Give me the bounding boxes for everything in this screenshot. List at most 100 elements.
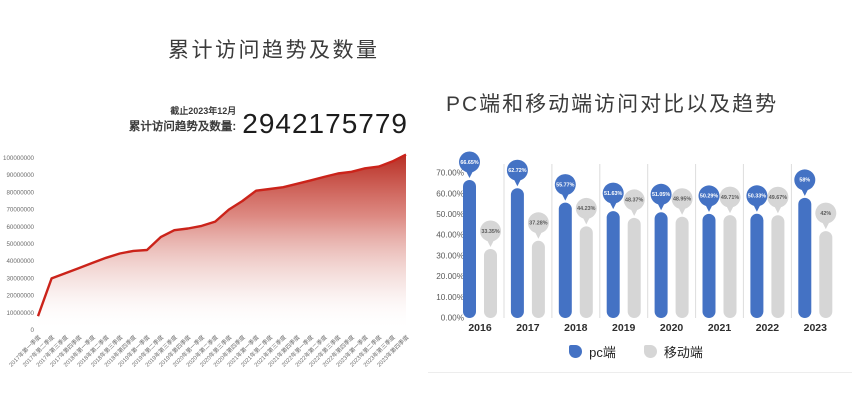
left-chart-title: 累计访问趋势及数量 — [168, 39, 380, 62]
y-axis-tick: 10000000 — [6, 310, 34, 317]
y-axis-tick: 20000000 — [6, 293, 34, 300]
y-axis-tick: 0 — [31, 327, 35, 334]
balloon-label-bubble — [480, 220, 501, 242]
bar-value-label: 58% — [799, 178, 810, 184]
y-axis-tick: 30.00% — [436, 251, 464, 260]
y-axis-tick: 100000000 — [3, 155, 35, 162]
y-axis-tick: 20.00% — [436, 272, 464, 281]
balloon-tail — [513, 178, 522, 187]
balloon-tail — [486, 239, 495, 247]
legend-droplet-icon — [569, 345, 583, 358]
balloon-label-bubble — [623, 189, 645, 211]
mobile-bar-2021 — [723, 215, 737, 318]
annotation-asof-date: 截止2023年12月 — [170, 106, 237, 116]
mobile-bar-2022 — [771, 215, 785, 318]
balloon-label-bubble — [815, 202, 837, 224]
pc-bar-2017 — [510, 188, 524, 318]
bar-value-label: 50.33% — [748, 194, 766, 200]
bar-value-label: 48.37% — [625, 198, 643, 204]
bar-value-label: 55.77% — [556, 182, 574, 188]
bar-value-label: 33.35% — [481, 229, 499, 235]
bar-value-label: 37.28% — [529, 221, 547, 227]
balloon-label-bubble — [719, 186, 741, 208]
balloon-tail — [726, 205, 734, 214]
balloon-tail — [753, 204, 761, 212]
legend-droplet-icon — [643, 345, 657, 358]
category-label: 2020 — [660, 322, 684, 334]
balloon-tail — [561, 193, 570, 201]
y-axis-tick: 50000000 — [6, 241, 34, 248]
category-label: 2019 — [612, 322, 636, 334]
pc-bar-2016 — [463, 180, 476, 318]
cumulative-total-value: 2942175779 — [242, 108, 408, 139]
y-axis-tick: 70000000 — [6, 207, 34, 214]
balloon-label-bubble — [746, 185, 768, 207]
y-axis-tick: 60.00% — [436, 189, 464, 198]
pc-bar-2019 — [606, 211, 620, 318]
pc-bar-2021 — [702, 213, 716, 318]
area-fill — [38, 154, 406, 330]
mobile-bar-2020 — [675, 216, 689, 318]
bar-value-label: 48.95% — [673, 197, 691, 203]
bar-value-label: 50.29% — [700, 194, 718, 200]
bar-value-label: 62.72% — [508, 168, 526, 174]
balloon-tail — [705, 204, 713, 212]
mobile-bar-2017 — [531, 240, 545, 318]
balloon-label-bubble — [671, 188, 693, 210]
chart-legend: pc端 移动端 — [420, 342, 852, 361]
trend-line — [36, 153, 407, 317]
annotation-label: 累计访问趋势及数量: — [128, 121, 237, 133]
legend-label: pc端 — [589, 345, 616, 360]
balloon-tail — [609, 201, 617, 210]
balloon-tail — [657, 202, 665, 211]
annotation-text-block: 截止2023年12月 累计访问趋势及数量: — [129, 104, 236, 138]
category-label: 2018 — [564, 322, 588, 334]
y-axis-tick: 70.00% — [436, 169, 464, 178]
category-label: 2016 — [468, 322, 492, 334]
balloon-tail — [678, 207, 686, 215]
y-axis-tick: 40.00% — [436, 231, 464, 240]
legend-item: 移动端 — [643, 342, 703, 361]
balloon-tail — [465, 170, 474, 178]
category-label: 2023 — [804, 322, 828, 334]
bar-value-label: 66.65% — [460, 160, 478, 166]
divider-line — [428, 372, 852, 373]
balloon-label-bubble — [650, 183, 672, 205]
balloon-tail — [582, 216, 591, 225]
pc-bar-2023 — [798, 197, 812, 318]
y-axis-tick: 90000000 — [6, 172, 34, 179]
cumulative-area-chart: 1000000009000000080000000700000006000000… — [3, 153, 411, 369]
right-chart-title: PC端和移动端访问对比以及趋势 — [446, 93, 779, 116]
balloon-tail — [630, 208, 638, 216]
mobile-bar-2018 — [579, 226, 593, 318]
balloon-tail — [534, 231, 543, 239]
y-axis-tick: 80000000 — [6, 189, 34, 196]
bar-value-label: 51.05% — [652, 192, 670, 198]
mobile-bar-2023 — [819, 231, 833, 318]
bar-value-label: 44.23% — [577, 206, 595, 212]
balloon-label-bubble — [554, 174, 576, 196]
pc-bar-2018 — [558, 202, 572, 318]
pc-bar-2022 — [750, 213, 764, 318]
balloon-tail — [801, 188, 809, 196]
category-label: 2017 — [516, 322, 540, 334]
cumulative-annotation: 截止2023年12月 累计访问趋势及数量: 2942175779 — [129, 104, 408, 139]
legend-item: pc端 — [569, 342, 616, 361]
balloon-label-bubble — [506, 159, 528, 181]
y-axis-tick: 0.00% — [441, 314, 464, 323]
balloon-label-bubble — [698, 185, 720, 207]
y-axis-tick: 60000000 — [6, 224, 34, 231]
pc-bar-2020 — [654, 212, 668, 318]
balloon-label-bubble — [767, 186, 789, 208]
bar-value-label: 51.63% — [604, 191, 622, 197]
balloon-tail — [822, 221, 830, 230]
bar-value-label: 49.67% — [769, 195, 787, 201]
category-label: 2021 — [708, 322, 732, 334]
y-axis-tick: 30000000 — [6, 275, 34, 282]
balloon-tail — [774, 205, 782, 214]
mobile-bar-2019 — [627, 217, 641, 318]
mobile-bar-2016 — [484, 249, 497, 318]
y-axis-tick: 10.00% — [436, 293, 464, 302]
pc-mobile-bar-chart: 70.00% 60.00% 50.00% 40.00% 30.00% 20.00% 10.0… — [436, 151, 837, 334]
